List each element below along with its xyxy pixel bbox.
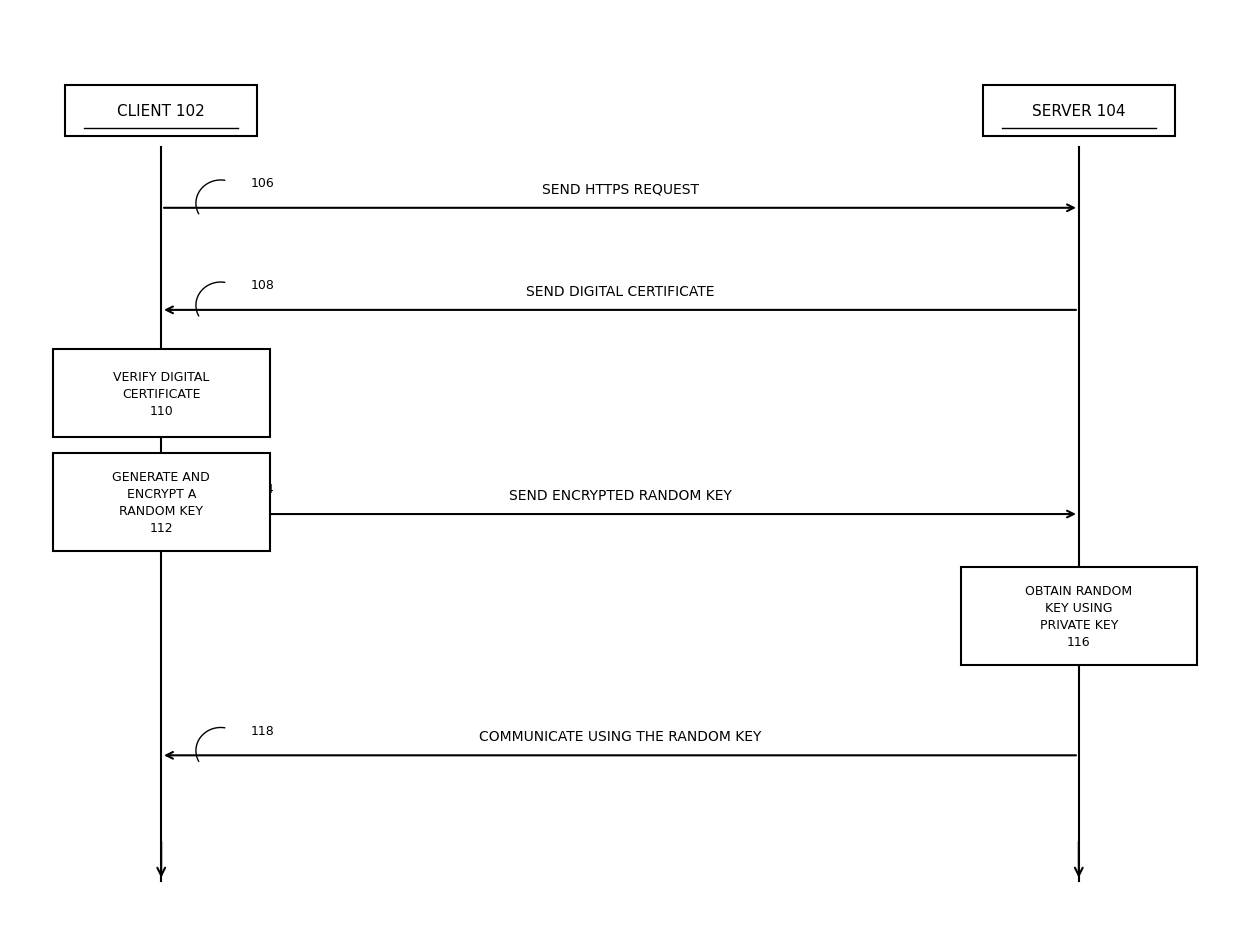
FancyBboxPatch shape [66,85,258,136]
Text: VERIFY DIGITAL
CERTIFICATE
110: VERIFY DIGITAL CERTIFICATE 110 [113,371,210,417]
Text: SEND HTTPS REQUEST: SEND HTTPS REQUEST [542,183,698,197]
Text: SERVER 104: SERVER 104 [1032,104,1126,119]
Text: 114: 114 [250,483,274,496]
FancyBboxPatch shape [53,350,270,438]
FancyBboxPatch shape [53,453,270,551]
FancyBboxPatch shape [961,567,1197,666]
Text: SEND DIGITAL CERTIFICATE: SEND DIGITAL CERTIFICATE [526,285,714,298]
Text: 106: 106 [250,177,274,190]
Text: SEND ENCRYPTED RANDOM KEY: SEND ENCRYPTED RANDOM KEY [508,489,732,502]
Text: COMMUNICATE USING THE RANDOM KEY: COMMUNICATE USING THE RANDOM KEY [479,730,761,743]
Text: OBTAIN RANDOM
KEY USING
PRIVATE KEY
116: OBTAIN RANDOM KEY USING PRIVATE KEY 116 [1025,585,1132,648]
Text: 118: 118 [250,724,274,737]
Text: CLIENT 102: CLIENT 102 [118,104,205,119]
Text: 108: 108 [250,279,274,292]
FancyBboxPatch shape [982,85,1176,136]
Text: GENERATE AND
ENCRYPT A
RANDOM KEY
112: GENERATE AND ENCRYPT A RANDOM KEY 112 [113,471,210,534]
